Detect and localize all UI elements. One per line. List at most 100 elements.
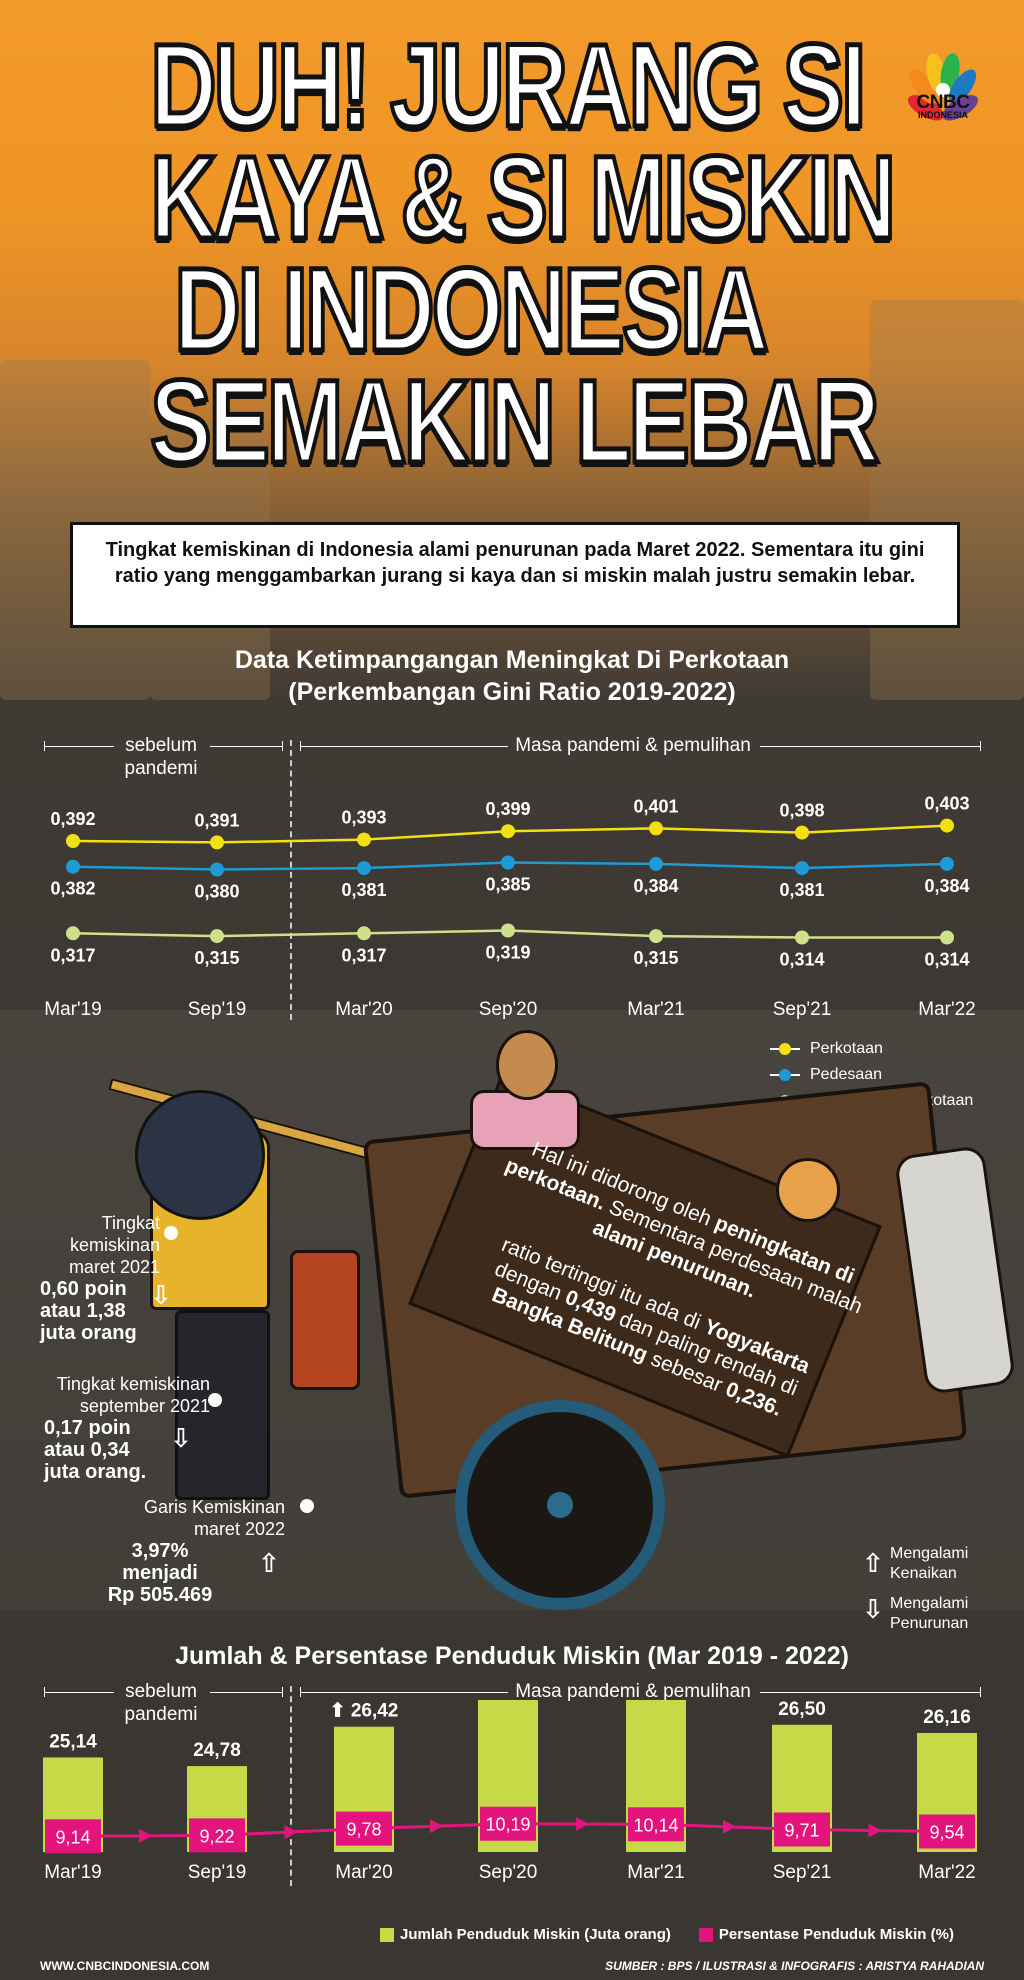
x-tick-label: Sep'21 [773, 1862, 832, 1883]
data-point [649, 856, 663, 871]
title-line: SEMAKIN LEBAR [148, 356, 881, 488]
band-line [210, 746, 282, 747]
up-arrow-icon: ⇧ [258, 1548, 280, 1578]
x-tick-label: Mar'22 [918, 1862, 975, 1883]
data-point [357, 926, 371, 941]
data-label: 0,314 [924, 950, 969, 970]
x-tick-label: Mar'19 [44, 1862, 101, 1883]
percent-box [189, 1818, 245, 1853]
band-line [300, 1692, 508, 1693]
note-bold: 0,17 poin atau 0,34 juta orang. [44, 1417, 147, 1483]
percent-label: 10,19 [485, 1815, 530, 1835]
line-arrow-marker [576, 1817, 589, 1832]
x-tick-label: Mar'21 [627, 1862, 684, 1883]
x-tick-label: Sep'19 [188, 1862, 247, 1883]
legend-dot [779, 1069, 791, 1081]
data-label: 0,393 [341, 808, 386, 828]
note-march-2021: Tingkat kemiskinan maret 2021 0,60 poin … [20, 1212, 160, 1344]
percent-label: 9,78 [346, 1820, 381, 1840]
data-label: 0,314 [779, 950, 824, 970]
legend-swatch [770, 1043, 800, 1055]
band-tick [44, 741, 45, 751]
band-line [760, 1692, 980, 1693]
data-label: 0,384 [924, 876, 969, 896]
percent-box [336, 1811, 392, 1846]
x-tick-label: Mar'20 [335, 1862, 392, 1883]
data-label: 0,392 [50, 809, 95, 829]
data-point [795, 825, 809, 840]
page-title: DUH! JURANG SI KAYA & SI MISKIN DI INDON… [148, 25, 898, 488]
note-bold: 0,60 poin atau 1,38 juta orang [40, 1278, 137, 1344]
x-tick-label: Sep'19 [188, 999, 247, 1020]
data-point [66, 926, 80, 941]
down-arrow-icon: ⇩ [862, 1594, 884, 1624]
data-label: 0,317 [341, 945, 386, 965]
percent-box [45, 1819, 101, 1854]
person-legs [175, 1310, 270, 1500]
arrow-legend-up: Mengalami Kenaikan [890, 1545, 969, 1582]
note-dot [300, 1499, 314, 1513]
legend-swatch [698, 1927, 713, 1942]
x-tick-label: Sep'20 [479, 999, 538, 1020]
title-line: DI INDONESIA [172, 244, 771, 376]
line-arrow-marker [284, 1825, 298, 1839]
note-bold: 3,97% menjadi Rp 505.469 [107, 1540, 213, 1606]
data-point [940, 930, 954, 945]
percent-box [919, 1814, 975, 1849]
percent-box [480, 1806, 536, 1841]
data-label: 0,315 [194, 948, 239, 968]
gini-chart-title: Data Ketimpangangan Meningkat Di Perkota… [0, 644, 1024, 708]
data-point [210, 862, 224, 877]
band-line [210, 1692, 282, 1693]
percent-label: 9,14 [55, 1827, 90, 1847]
data-point [940, 856, 954, 871]
intro-box: Tingkat kemiskinan di Indonesia alami pe… [70, 522, 960, 628]
x-tick-label: Mar'21 [627, 999, 684, 1020]
data-point [357, 832, 371, 847]
legend-label: Persentase Penduduk Miskin (%) [718, 1926, 954, 1943]
band-line [44, 746, 114, 747]
line-arrow-marker [139, 1828, 152, 1843]
gini-chart-title-text: Data Ketimpangangan Meningkat Di Perkota… [234, 646, 790, 674]
site-url: WWW.CNBCINDONESIA.COM [40, 1959, 210, 1973]
percent-box [774, 1812, 830, 1847]
band-after-label: Masa pandemi & pemulihan [515, 1681, 751, 1702]
arrow-legend-down: Mengalami Penurunan [890, 1595, 969, 1632]
band-line [44, 1692, 114, 1693]
band-tick [44, 1687, 45, 1697]
data-label: 0,380 [194, 882, 239, 902]
x-tick-label: Mar'22 [918, 999, 975, 1020]
bar-value-label: ⬆ 26,42 [330, 1701, 399, 1722]
band-tick [282, 741, 283, 751]
legend-swatch [770, 1069, 800, 1081]
child-head [496, 1030, 558, 1100]
data-point [210, 929, 224, 944]
x-tick-label: Mar'19 [44, 999, 101, 1020]
note-text: Tingkat kemiskinan maret 2021 [68, 1213, 160, 1277]
data-point [940, 818, 954, 833]
band-line [300, 746, 508, 747]
poverty-chart-title: Jumlah & Persentase Penduduk Miskin (Mar… [175, 1642, 849, 1670]
hanging-bag [290, 1250, 360, 1390]
logo-text: CNBC [916, 92, 970, 113]
x-tick-label: Mar'20 [335, 999, 392, 1020]
data-label: 0,385 [485, 875, 530, 895]
legend-swatch [380, 1927, 394, 1942]
title-line: KAYA & SI MISKIN [148, 132, 898, 264]
band-after-label: Masa pandemi & pemulihan [515, 735, 751, 756]
cart-wheel [455, 1400, 665, 1610]
cart-puller-illustration [80, 1060, 310, 1520]
pandemic-separator [290, 1686, 292, 1886]
legend-item: Pedesaan [770, 1062, 973, 1088]
bar-value-label: 24,78 [193, 1740, 241, 1761]
line-arrow-marker [868, 1823, 882, 1838]
data-label: 0,315 [633, 948, 678, 968]
baby-head [776, 1158, 840, 1222]
data-point [210, 835, 224, 850]
down-arrow-icon: ⇩ [150, 1280, 172, 1310]
data-point [501, 923, 515, 938]
legend-label: Pedesaan [810, 1066, 883, 1083]
data-point [795, 861, 809, 876]
line-arrow-marker [723, 1819, 736, 1834]
